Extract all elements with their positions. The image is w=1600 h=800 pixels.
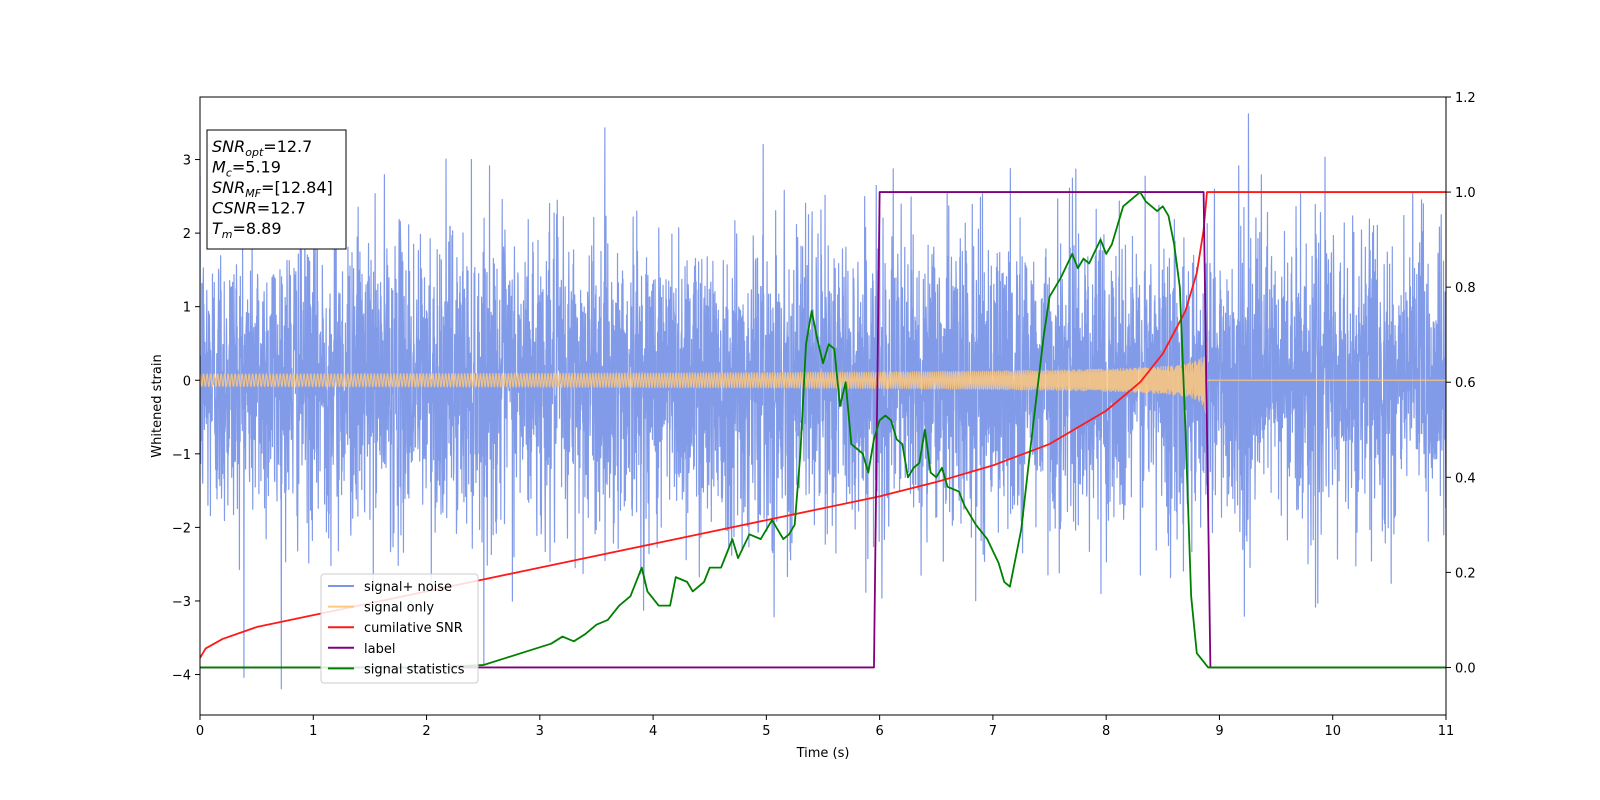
y-axis-right: 0.0 0.2 0.4 0.6 0.8 1.0 1.2 bbox=[1446, 91, 1476, 676]
x-tick-label: 4 bbox=[649, 724, 657, 739]
legend-label: cumilative SNR bbox=[364, 621, 463, 636]
x-tick-label: 10 bbox=[1324, 724, 1341, 739]
series-line-4 bbox=[200, 191, 1446, 669]
y-tick-label: −1 bbox=[172, 448, 191, 463]
info-line: CSNR=12.7 bbox=[212, 199, 306, 218]
y2-tick-label: 0.8 bbox=[1455, 281, 1476, 296]
y-tick-label: −4 bbox=[172, 669, 191, 684]
info-line: Tm=8.89 bbox=[212, 219, 282, 241]
legend-label: label bbox=[364, 642, 395, 657]
y-tick-label: −3 bbox=[172, 595, 191, 610]
legend-label: signal+ noise bbox=[364, 580, 452, 595]
y2-tick-label: 1.2 bbox=[1455, 91, 1476, 106]
series-line-0 bbox=[200, 113, 1446, 690]
info-line: Mc=5.19 bbox=[212, 158, 281, 180]
x-axis: 0 1 2 3 4 5 6 7 8 9 10 11 bbox=[196, 715, 1454, 739]
y-tick-label: 2 bbox=[183, 227, 191, 242]
y2-tick-label: 0.6 bbox=[1455, 376, 1476, 391]
legend-frame bbox=[320, 573, 479, 684]
x-tick-label: 11 bbox=[1438, 724, 1455, 739]
x-tick-label: 1 bbox=[309, 724, 317, 739]
x-tick-label: 9 bbox=[1215, 724, 1223, 739]
legend-label: signal statistics bbox=[364, 662, 465, 677]
x-tick-label: 8 bbox=[1102, 724, 1110, 739]
y-tick-label: 0 bbox=[183, 374, 191, 389]
x-tick-label: 5 bbox=[762, 724, 770, 739]
series-line-1 bbox=[200, 341, 1446, 424]
x-tick-label: 6 bbox=[875, 724, 883, 739]
legend-label: signal only bbox=[364, 601, 434, 616]
info-line: SNRMF=[12.84] bbox=[212, 178, 333, 200]
info-line: SNRopt=12.7 bbox=[212, 137, 312, 159]
y2-tick-label: 0.2 bbox=[1455, 566, 1476, 581]
y-tick-label: 1 bbox=[183, 301, 191, 316]
legend: signal+ noise signal only cumilative SNR la… bbox=[320, 573, 479, 684]
y2-tick-label: 0.0 bbox=[1455, 661, 1476, 676]
y-tick-label: −2 bbox=[172, 521, 191, 536]
x-tick-label: 2 bbox=[422, 724, 430, 739]
x-tick-label: 0 bbox=[196, 724, 204, 739]
y2-tick-label: 1.0 bbox=[1455, 186, 1476, 201]
x-tick-label: 7 bbox=[989, 724, 997, 739]
y2-tick-label: 0.4 bbox=[1455, 471, 1476, 486]
info-box-frame bbox=[206, 129, 347, 250]
x-axis-title: Time (s) bbox=[796, 746, 850, 761]
plot-frame bbox=[199, 96, 1447, 716]
y-axis-title: Whitened strain bbox=[150, 354, 165, 457]
y-tick-label: 3 bbox=[183, 154, 191, 169]
y-axis-left: −4 −3 −2 −1 0 1 2 3 bbox=[172, 154, 200, 684]
info-box: SNRopt=12.7Mc=5.19SNRMF=[12.84]CSNR=12.7… bbox=[206, 129, 347, 250]
x-tick-label: 3 bbox=[536, 724, 544, 739]
